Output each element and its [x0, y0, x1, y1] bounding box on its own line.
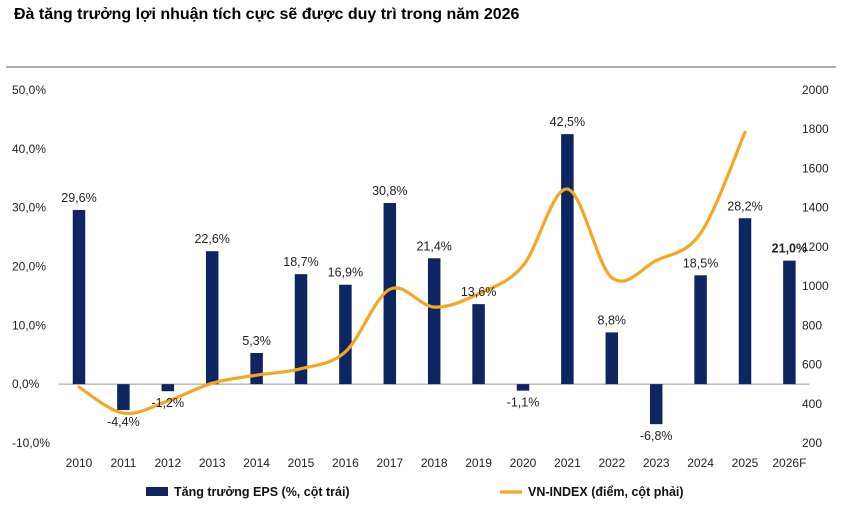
- eps-data-label: -4,4%: [107, 415, 140, 429]
- legend-eps-label: Tăng trưởng EPS (%, cột trái): [174, 485, 350, 499]
- eps-data-label: 21,4%: [416, 239, 451, 253]
- eps-data-label: 8,8%: [598, 313, 627, 327]
- right-tick-label: 1400: [802, 201, 829, 215]
- x-tick-label: 2016: [332, 456, 359, 470]
- right-tick-label: 1000: [802, 279, 829, 293]
- right-tick-label: 1200: [802, 240, 829, 254]
- left-tick-label: 40,0%: [12, 142, 46, 156]
- eps-data-label: 18,5%: [683, 256, 718, 270]
- right-tick-label: 1800: [802, 122, 829, 136]
- bar-data-labels: 29,6% -4,4% -1,2% 22,6% 5,3% 18,7% 16,9% 30,8% 2…: [61, 115, 807, 443]
- left-tick-label: 0,0%: [12, 377, 40, 391]
- eps-bar: [250, 352, 263, 385]
- eps-data-label: 22,6%: [194, 232, 229, 246]
- vnindex-line: [77, 130, 747, 416]
- x-tick-label: 2022: [598, 456, 625, 470]
- x-tick-label: 2014: [243, 456, 270, 470]
- eps-bar: [117, 384, 130, 411]
- eps-data-label: 30,8%: [372, 184, 407, 198]
- eps-data-label: -1,1%: [507, 396, 540, 410]
- right-tick-label: 400: [802, 397, 822, 411]
- x-tick-label: 2020: [510, 456, 537, 470]
- eps-data-label: -1,2%: [151, 396, 184, 410]
- eps-bar: [383, 202, 397, 385]
- x-tick-label: 2011: [110, 456, 136, 470]
- eps-bar: [649, 384, 663, 425]
- eps-data-label: 21,0%: [772, 242, 807, 256]
- left-tick-label: 50,0%: [12, 83, 46, 97]
- x-tick-label: 2017: [376, 456, 403, 470]
- eps-bar: [427, 258, 441, 385]
- legend-eps-swatch: [146, 487, 168, 496]
- eps-bar: [605, 332, 619, 385]
- legend-vnindex-label: VN-INDEX (điểm, cột phải): [528, 485, 684, 499]
- eps-data-label: 29,6%: [61, 191, 96, 205]
- eps-bar: [294, 274, 308, 385]
- x-tick-label: 2013: [199, 456, 226, 470]
- eps-data-label: -6,8%: [640, 429, 673, 443]
- x-tick-label: 2025: [732, 456, 759, 470]
- x-tick-label: 2015: [288, 456, 315, 470]
- x-tick-label: 2012: [154, 456, 181, 470]
- right-tick-label: 200: [802, 436, 822, 450]
- eps-data-label: 28,2%: [727, 199, 762, 213]
- x-tick-label: 2021: [554, 456, 581, 470]
- eps-bar: [738, 218, 752, 385]
- eps-bar: [694, 275, 707, 385]
- eps-data-label: 13,6%: [461, 285, 496, 299]
- eps-data-label: 5,3%: [242, 334, 271, 348]
- legend: Tăng trưởng EPS (%, cột trái) VN-INDEX (…: [146, 485, 684, 499]
- right-tick-label: 600: [802, 358, 822, 372]
- eps-data-label: 16,9%: [328, 266, 363, 280]
- x-tick-label: 2023: [643, 456, 670, 470]
- eps-bar: [339, 284, 352, 385]
- x-axis-ticks: 2010 2011 2012 2013 2014 2015 2016 2017 2018 2019…: [66, 456, 807, 470]
- eps-bars: [72, 134, 796, 425]
- eps-bar: [161, 384, 175, 392]
- right-tick-label: 1600: [802, 161, 829, 175]
- x-tick-label: 2026F: [772, 456, 806, 470]
- chart-title: Đà tăng trưởng lợi nhuận tích cực sẽ đượ…: [14, 6, 520, 23]
- left-tick-label: 10,0%: [12, 318, 46, 332]
- x-tick-label: 2010: [66, 456, 93, 470]
- eps-bar: [561, 134, 574, 385]
- eps-bar: [472, 304, 485, 385]
- x-tick-label: 2018: [421, 456, 448, 470]
- right-axis-ticks: 200 400 600 800 1000 1200 1400 1600 1800 2000: [802, 83, 829, 450]
- left-tick-label: -10,0%: [12, 436, 50, 450]
- right-tick-label: 800: [802, 318, 822, 332]
- left-tick-label: 20,0%: [12, 260, 46, 274]
- right-tick-label: 2000: [802, 83, 829, 97]
- x-tick-label: 2024: [687, 456, 714, 470]
- eps-bar: [516, 384, 530, 391]
- left-axis-ticks: -10,0% 0,0% 10,0% 20,0% 30,0% 40,0% 50,0%: [12, 83, 50, 450]
- left-tick-label: 30,0%: [12, 201, 46, 215]
- eps-bar: [205, 251, 219, 385]
- eps-bar: [783, 260, 796, 385]
- eps-bar: [72, 210, 86, 385]
- eps-data-label: 18,7%: [283, 255, 318, 269]
- x-tick-label: 2019: [465, 456, 492, 470]
- eps-data-label: 42,5%: [550, 115, 585, 129]
